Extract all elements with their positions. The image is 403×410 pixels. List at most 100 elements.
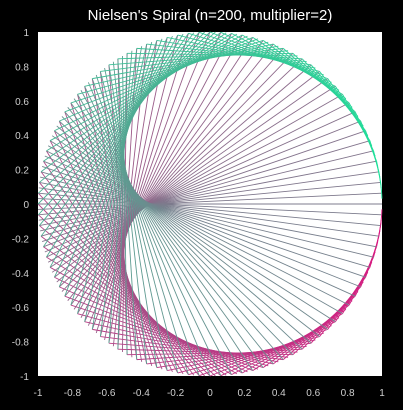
spiral-line [41, 166, 366, 278]
spiral-line [38, 181, 381, 216]
spiral-line [87, 82, 211, 377]
x-tick-label: 0.6 [306, 388, 320, 399]
spiral-line [95, 33, 189, 334]
spiral-line [104, 67, 168, 371]
spiral-line [77, 41, 269, 95]
x-tick-label: 0.2 [237, 388, 251, 399]
spiral-line [40, 140, 371, 237]
spiral-line [70, 40, 264, 306]
spiral-line [58, 37, 168, 288]
spiral-line [95, 74, 189, 375]
spiral-line [38, 192, 382, 210]
x-axis-ticks: -1 -0.8 -0.6 -0.4 -0.2 0 0.2 0.4 0.6 0.8 1 [34, 388, 386, 399]
spiral-line [77, 313, 269, 367]
spiral-line [70, 102, 264, 368]
spiral-line [49, 34, 179, 268]
spiral-line [38, 198, 382, 216]
spiral-line [91, 78, 143, 362]
spiral-line [380, 182, 383, 194]
x-tick-label: -0.2 [167, 388, 185, 399]
x-tick-label: -0.8 [64, 388, 82, 399]
x-tick-label: -0.4 [133, 388, 151, 399]
x-tick-label: -1 [34, 388, 43, 399]
spiral-line [108, 50, 133, 344]
spiral-line [112, 61, 148, 364]
spiral-line [46, 33, 238, 152]
y-tick-label: 0 [23, 200, 29, 211]
y-tick-label: -0.8 [12, 338, 30, 349]
spiral-line [46, 150, 350, 306]
spiral-line [59, 286, 253, 372]
spiral-line [167, 36, 316, 69]
y-tick-label: -1 [20, 372, 29, 383]
spiral-line [64, 48, 284, 297]
y-tick-label: 1 [23, 28, 29, 39]
spiral-line [43, 160, 361, 288]
spiral-line [38, 171, 380, 221]
spiral-line [49, 140, 336, 323]
spiral-line [41, 130, 366, 242]
spiral-line [49, 140, 179, 374]
y-tick-label: 0.4 [15, 131, 29, 142]
spiral-lines [37, 31, 383, 377]
y-tick-label: 0.6 [15, 97, 29, 108]
spiral-line [92, 328, 279, 363]
x-tick-label: 0.4 [272, 388, 286, 399]
spiral-line [67, 43, 274, 301]
spiral-line [136, 47, 303, 60]
spiral-line [58, 120, 303, 350]
spiral-line [49, 85, 336, 268]
spiral-line [40, 176, 374, 258]
x-tick-label: 0.8 [341, 388, 355, 399]
spiral-line [70, 40, 158, 306]
spiral-line [49, 266, 243, 374]
x-tick-label: 0 [207, 388, 213, 399]
spiral-line [38, 187, 380, 237]
spiral-line [40, 171, 195, 376]
spiral-line [87, 31, 211, 326]
spiral-line [104, 37, 168, 341]
spiral-line [77, 94, 243, 374]
spiral-line [53, 130, 173, 373]
spiral-line [91, 32, 200, 330]
y-tick-label: 0.8 [15, 62, 29, 73]
spiral-line [54, 71, 320, 278]
spiral-line [80, 90, 232, 375]
spiral-line [84, 86, 148, 365]
spiral-line [61, 116, 294, 356]
x-tick-label: -0.6 [98, 388, 116, 399]
spiral-line [46, 102, 350, 258]
spiral-line [64, 111, 284, 360]
spiral-line [40, 150, 374, 232]
spiral-line [121, 55, 128, 355]
spiral-line [56, 64, 312, 283]
spiral-line [77, 34, 243, 314]
spiral-line [108, 50, 289, 66]
spiral-line [100, 47, 284, 72]
spiral-line [56, 125, 312, 344]
spiral-line [59, 36, 253, 122]
spiral-line [73, 98, 254, 371]
spiral-line [39, 31, 222, 183]
spiral-line [77, 42, 153, 314]
spiral-line [44, 155, 356, 297]
x-tick-label: 1 [379, 388, 385, 399]
spiral-line [44, 111, 356, 253]
spiral-line [80, 33, 232, 318]
spiral-line [91, 46, 143, 330]
y-tick-label: 0.2 [15, 166, 29, 177]
y-tick-label: -0.4 [12, 269, 30, 280]
spiral-line [40, 32, 195, 237]
spiral-line [84, 32, 222, 322]
spiral-line [64, 38, 163, 297]
y-axis-ticks: 1 0.8 0.6 0.4 0.2 0 -0.2 -0.4 -0.6 -0.8 -1 [12, 28, 30, 383]
spiral-line [37, 31, 211, 205]
spiral-line [51, 78, 328, 273]
spiral-line [40, 171, 371, 268]
y-tick-label: -0.2 [12, 234, 30, 245]
spiral-line [51, 135, 328, 330]
y-tick-label: -0.6 [12, 303, 30, 314]
spiral-line [43, 33, 189, 248]
spiral-line [38, 31, 205, 216]
